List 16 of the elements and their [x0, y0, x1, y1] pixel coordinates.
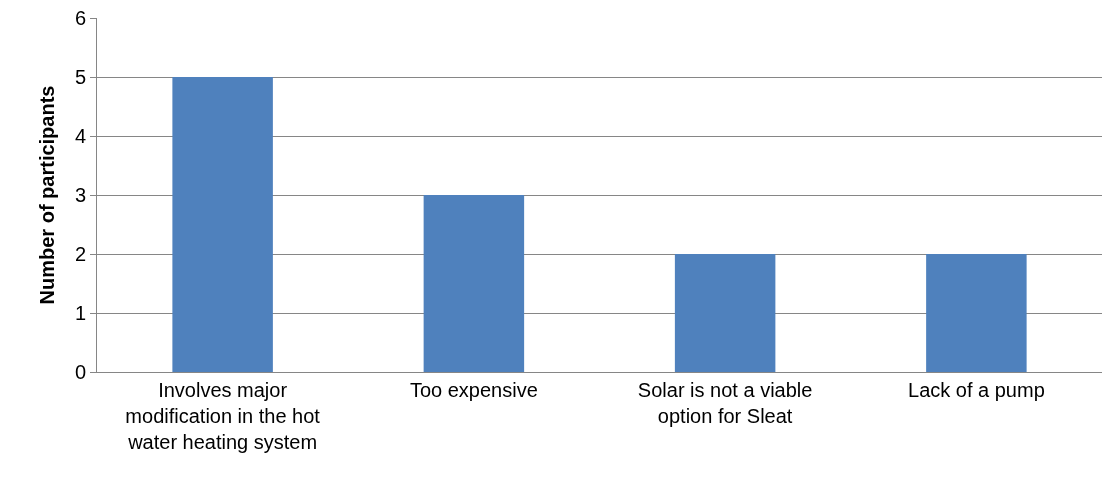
bar	[674, 254, 776, 372]
y-tick-label: 3	[74, 184, 86, 206]
x-tick-label: Solar is not a viable option for Sleat	[637, 379, 813, 427]
x-tick-label: Lack of a pump	[908, 379, 1045, 401]
y-tick-label: 2	[74, 243, 86, 265]
y-tick-label: 4	[74, 125, 86, 147]
bar	[172, 77, 273, 372]
y-axis-title: Number of participants	[36, 85, 59, 305]
y-tick-label: 1	[74, 302, 86, 324]
bar	[926, 254, 1027, 372]
y-tick-label: 0	[74, 361, 86, 383]
bar	[423, 195, 525, 372]
y-tick-label: 6	[74, 7, 86, 29]
y-tick-label: 5	[74, 66, 86, 88]
x-tick-label: Too expensive	[409, 379, 538, 401]
x-tick-label: Involves major modification in the hot water heating system	[125, 379, 321, 453]
